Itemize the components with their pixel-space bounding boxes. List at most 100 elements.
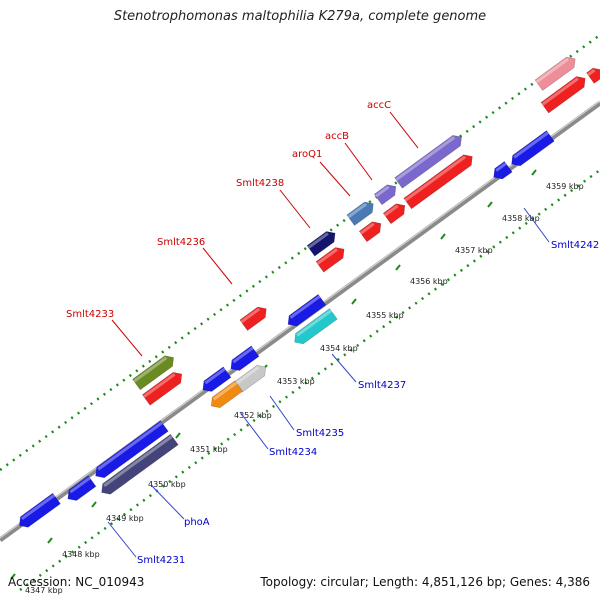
gene-arrow-shine [296, 309, 332, 337]
tick-label: 4359 kbp [546, 182, 584, 191]
gene-label[interactable]: Smlt4237 [358, 380, 406, 391]
gene-arrow-shine [21, 494, 56, 520]
label-leader-line [151, 485, 185, 520]
gene-feature[interactable] [394, 132, 466, 189]
gene-arrow [132, 355, 174, 391]
gene-feature[interactable] [141, 369, 185, 406]
gene-feature[interactable] [98, 433, 179, 497]
label-leader-line [202, 247, 233, 285]
gene-arrow [382, 203, 406, 225]
gene-arrow-shine [359, 222, 375, 235]
gene-arrow [373, 184, 397, 206]
gene-arrow-shine [404, 155, 467, 202]
gene-feature[interactable] [284, 293, 327, 329]
gene-feature[interactable] [540, 73, 589, 114]
major-tick [47, 537, 53, 544]
gene-arrow-shine [374, 185, 390, 198]
gene-feature[interactable] [207, 380, 243, 412]
major-tick [440, 233, 446, 240]
gene-arrow-shine [240, 307, 260, 324]
gene-label[interactable]: Smlt4235 [296, 428, 344, 439]
gene-feature[interactable] [306, 228, 339, 257]
gene-arrow [511, 130, 555, 167]
gene-arrow [239, 306, 267, 331]
label-leader-line [331, 353, 357, 383]
gene-arrow [141, 372, 183, 406]
gene-feature[interactable] [346, 199, 377, 226]
tick-label: 4349 kbp [106, 514, 144, 523]
tick-label: 4351 kbp [190, 445, 228, 454]
gene-feature[interactable] [490, 161, 513, 182]
gene-arrow [95, 420, 169, 479]
gene-arrow [403, 154, 473, 210]
topology-summary: Topology: circular; Length: 4,851,126 bp… [260, 575, 590, 589]
gene-arrow-shine [513, 131, 549, 159]
gene-arrow [315, 247, 345, 273]
major-tick [531, 169, 537, 176]
gene-arrow-shine [347, 202, 367, 219]
label-leader-line [389, 111, 419, 149]
tick-label: 4347 kbp [25, 586, 63, 595]
gene-feature[interactable] [92, 420, 169, 482]
gene-label[interactable]: accB [325, 131, 349, 142]
gene-feature[interactable] [358, 218, 384, 243]
gene-arrow [19, 492, 61, 528]
gene-label[interactable]: Smlt4234 [269, 447, 317, 458]
label-leader-line [107, 521, 137, 558]
tick-label: 4358 kbp [502, 214, 540, 223]
gene-arrow-shine [232, 346, 254, 364]
gene-arrow-shine [541, 77, 579, 106]
gene-label[interactable]: aroQ1 [292, 149, 322, 160]
gene-label[interactable]: accC [367, 100, 391, 111]
gene-label[interactable]: Smlt4242 [551, 240, 599, 251]
gene-feature[interactable] [382, 200, 408, 225]
gene-feature[interactable] [16, 492, 61, 531]
major-tick [10, 573, 16, 580]
gene-label[interactable]: Smlt4231 [137, 555, 185, 566]
gene-arrow-shine [212, 381, 238, 401]
gene-feature[interactable] [315, 244, 348, 273]
tick-label: 4348 kbp [62, 550, 100, 559]
major-tick [395, 264, 401, 271]
gene-arrow-shine [495, 162, 507, 172]
label-leader-line [523, 207, 550, 243]
gene-label[interactable]: Smlt4238 [236, 178, 284, 189]
gene-arrow [67, 475, 97, 501]
gene-feature[interactable] [586, 65, 600, 84]
gene-feature[interactable] [534, 53, 579, 91]
label-leader-line [111, 319, 143, 357]
tick-label: 4354 kbp [320, 344, 358, 353]
gene-arrow-shine [69, 476, 91, 494]
gene-feature[interactable] [508, 130, 555, 170]
major-tick [351, 298, 357, 305]
gene-arrow [294, 308, 338, 345]
gene-feature[interactable] [199, 366, 232, 395]
tick-label: 4350 kbp [148, 480, 186, 489]
gene-label[interactable]: phoA [184, 517, 210, 528]
gene-feature[interactable] [239, 304, 270, 331]
gene-arrow [101, 433, 179, 495]
major-tick [487, 201, 493, 208]
gene-label[interactable]: Smlt4236 [157, 237, 205, 248]
label-leader-line [319, 161, 351, 197]
gene-arrow-shine [316, 248, 338, 265]
gene-label[interactable]: Smlt4233 [66, 309, 114, 320]
gene-arrow [540, 76, 586, 114]
gene-feature[interactable] [64, 475, 97, 504]
gene-arrow [202, 366, 232, 392]
gene-feature[interactable] [291, 308, 338, 348]
gene-arrow [586, 67, 600, 84]
gene-arrow [358, 221, 382, 243]
outer-tick-ring [0, 33, 600, 472]
gene-arrow [534, 56, 576, 91]
gene-feature[interactable] [403, 151, 476, 210]
major-tick [91, 501, 97, 508]
gene-arrow [346, 201, 374, 226]
gene-arrow-shine [97, 421, 163, 471]
gene-feature[interactable] [132, 352, 178, 391]
label-leader-line [269, 395, 295, 431]
gene-feature[interactable] [227, 345, 260, 374]
accession-text: Accession: NC_010943 [8, 575, 145, 589]
gene-feature[interactable] [373, 181, 399, 206]
